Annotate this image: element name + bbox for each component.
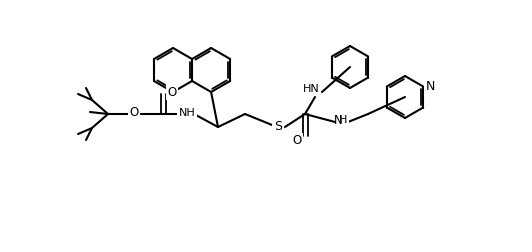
Text: O: O bbox=[168, 85, 177, 99]
Text: O: O bbox=[293, 135, 302, 147]
Text: O: O bbox=[129, 107, 139, 119]
Text: N: N bbox=[334, 113, 343, 127]
Text: S: S bbox=[274, 119, 282, 133]
Text: NH: NH bbox=[179, 108, 195, 118]
Text: H: H bbox=[339, 115, 347, 125]
Text: HN: HN bbox=[303, 84, 319, 94]
Text: N: N bbox=[426, 80, 435, 93]
